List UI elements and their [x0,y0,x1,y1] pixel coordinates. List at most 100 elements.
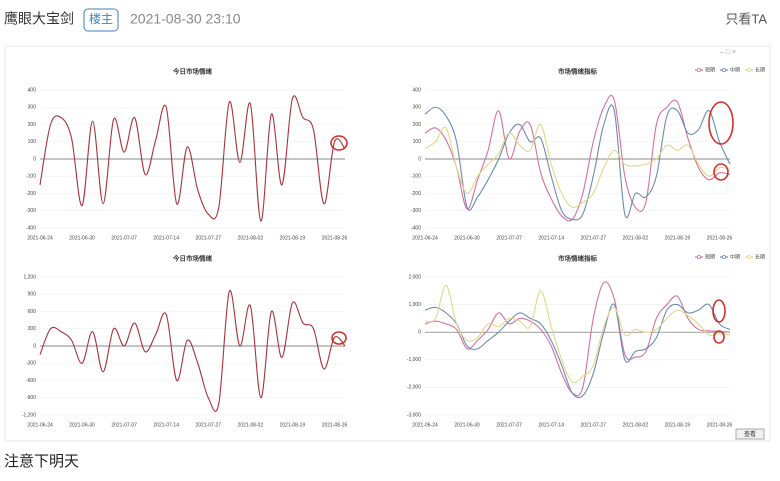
x-tick-label: 2021-08-26 [707,422,733,428]
y-tick-label: 900 [28,292,37,298]
y-tick-label: 1,000 [408,302,421,308]
charts: 今日市场情绪 -400 -300 -200 -100 0 100 200 300 400 2021-… [22,66,765,428]
y-tick-label: -600 [26,378,36,384]
legend-marker [722,68,727,73]
y-tick-label: 400 [413,87,422,93]
x-tick-label: 2021-08-26 [322,235,348,241]
y-tick-label: 600 [28,309,37,315]
x-tick-label: 2021-06-30 [454,422,480,428]
x-tick-label: 2021-07-07 [496,422,522,428]
x-tick-label: 2021-07-27 [580,422,606,428]
x-tick-label: 2021-07-14 [538,422,564,428]
y-tick-label: -300 [26,208,36,214]
red-circle [713,330,725,344]
line-series [424,123,731,209]
y-tick-label: 100 [28,139,37,145]
y-tick-label: -3,000 [407,412,421,418]
y-tick-label: -300 [411,208,421,214]
x-tick-label: 2021-06-24 [412,422,438,428]
annotations [330,101,734,345]
y-tick-label: -400 [411,225,421,231]
line-series [424,104,731,221]
view-button-label[interactable]: 查看 [744,430,756,438]
legend-label: 中期 [730,253,740,260]
line-series [39,290,346,412]
y-tick-label: -300 [26,361,36,367]
x-tick-label: 2021-08-26 [322,422,348,428]
y-tick-label: 0 [418,330,421,336]
x-tick-label: 2021-07-07 [111,235,137,241]
x-tick-label: 2021-08-02 [623,235,649,241]
red-circle [330,135,348,151]
line-series [424,284,731,384]
x-tick-label: 2021-07-14 [153,422,179,428]
view-button[interactable] [735,428,765,440]
red-circle [331,331,347,345]
image-panel [4,45,771,442]
badge: 楼主 [89,11,113,26]
x-tick-label: 2021-08-19 [665,235,691,241]
y-tick-label: -100 [26,174,36,180]
y-tick-label: -100 [411,174,421,180]
y-tick-label: 300 [28,326,37,332]
x-tick-label: 2021-06-24 [27,422,53,428]
x-tick-label: 2021-06-24 [27,235,53,241]
y-tick-label: -400 [26,225,36,231]
x-tick-label: 2021-08-02 [238,235,264,241]
red-circle [712,299,726,323]
window-controls: – □ × [720,49,736,56]
legend-label: 长期 [755,253,765,260]
chart-title: 市场情绪指标 [558,254,598,263]
y-tick-label: -200 [411,191,421,197]
only-ta[interactable]: 只看TA [725,11,767,26]
y-tick-label: 0 [33,156,36,162]
x-tick-label: 2021-08-02 [623,422,649,428]
y-tick-label: -1,200 [22,412,36,418]
x-tick-label: 2021-07-27 [195,422,221,428]
chart-title: 市场情绪指标 [558,67,598,76]
post-body: 注意下明天 [4,452,79,470]
x-tick-label: 2021-07-27 [580,235,606,241]
x-tick-label: 2021-07-14 [538,235,564,241]
post-time: 2021-08-30 23:10 [130,11,241,27]
y-tick-label: 200 [28,122,37,128]
red-circle [713,163,729,181]
y-tick-label: -1,000 [407,357,421,363]
line-series [424,303,731,399]
y-tick-label: 400 [28,87,37,93]
y-tick-label: 100 [413,139,422,145]
legend-marker [697,254,702,259]
line-series [424,95,731,222]
y-tick-label: 2,000 [408,274,421,280]
y-tick-label: 200 [413,122,422,128]
line-series [424,281,731,397]
x-tick-label: 2021-07-07 [496,235,522,241]
y-tick-label: 300 [413,105,422,111]
legend-label: 短期 [705,66,715,73]
legend-label: 长期 [755,66,765,73]
x-tick-label: 2021-06-30 [69,235,95,241]
legend-label: 短期 [705,253,715,260]
legend-marker [747,68,752,73]
y-tick-label: -900 [26,395,36,401]
x-tick-label: 2021-07-14 [153,235,179,241]
badge-box [83,8,119,32]
x-tick-label: 2021-06-30 [454,235,480,241]
y-tick-label: 0 [418,156,421,162]
y-tick-label: 300 [28,105,37,111]
legend-label: 中期 [730,66,740,73]
x-tick-label: 2021-06-30 [69,422,95,428]
x-tick-label: 2021-08-19 [280,235,306,241]
y-tick-label: -2,000 [407,385,421,391]
username[interactable]: 鹰眼大宝剑 [4,11,74,27]
x-tick-label: 2021-08-19 [280,422,306,428]
y-tick-label: -200 [26,191,36,197]
y-tick-label: 0 [33,343,36,349]
chart-title: 今日市场情绪 [173,254,213,263]
x-tick-label: 2021-08-26 [707,235,733,241]
y-tick-label: 1,200 [23,274,36,280]
line-series [39,95,346,222]
chart-title: 今日市场情绪 [173,67,213,76]
red-circle [708,101,734,145]
